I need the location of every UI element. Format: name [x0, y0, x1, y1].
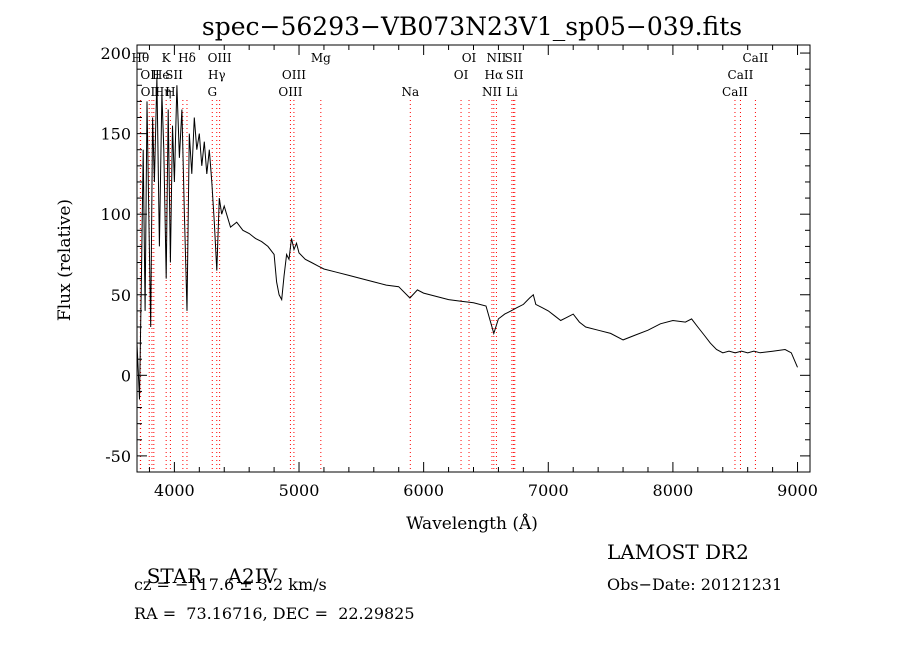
x-axis-label: Wavelength (Å)	[406, 513, 538, 534]
x-tick-label: 6000	[403, 481, 444, 500]
x-tick-label: 9000	[777, 481, 818, 500]
line-label: He	[152, 68, 170, 82]
x-tick-label: 5000	[279, 481, 320, 500]
redshift-label: cz = −117.6 ± 3.2 km/s	[134, 575, 327, 594]
line-label: OI	[454, 68, 469, 82]
x-tick-label: 4000	[154, 481, 195, 500]
line-label: G	[207, 85, 217, 99]
line-label: NII	[486, 51, 506, 65]
line-label: Hα	[485, 68, 504, 82]
line-label: K	[162, 51, 172, 65]
line-label: Hη	[154, 85, 172, 99]
y-tick-label: 100	[100, 205, 131, 224]
y-axis-label: Flux (relative)	[55, 199, 75, 321]
line-label: OIII	[282, 68, 306, 82]
line-label: Hγ	[208, 68, 226, 82]
y-tick-label: 150	[100, 125, 131, 144]
y-tick-label: -50	[105, 447, 131, 466]
line-label: CaII	[722, 85, 748, 99]
x-tick-label: 7000	[528, 481, 569, 500]
survey-label: LAMOST DR2	[607, 540, 749, 564]
line-label: Li	[506, 85, 518, 99]
line-label: Na	[401, 85, 419, 99]
line-label: CaII	[728, 68, 754, 82]
line-label: Hδ	[178, 51, 196, 65]
x-tick-label: 8000	[653, 481, 694, 500]
obs-date-label: Obs−Date: 20121231	[607, 575, 783, 594]
y-tick-label: 200	[100, 44, 131, 63]
line-label: OI	[462, 51, 477, 65]
line-label: OIII	[208, 51, 232, 65]
line-label: OII	[141, 85, 161, 99]
object-type: STAR A2IV	[134, 540, 277, 588]
spectrum-line	[136, 77, 798, 400]
line-label: CaII	[742, 51, 768, 65]
line-label: SII	[506, 68, 524, 82]
line-label: OIII	[278, 85, 302, 99]
chart-title: spec−56293−VB073N23V1_sp05−039.fits	[202, 12, 742, 41]
y-tick-label: 50	[111, 286, 131, 305]
type-label: STAR	[146, 564, 203, 588]
plot-frame	[136, 44, 811, 473]
line-label: SII	[505, 51, 523, 65]
line-label: NII	[482, 85, 502, 99]
line-label: SII	[165, 68, 183, 82]
y-tick-label: 0	[121, 366, 131, 385]
line-label: Mg	[311, 51, 331, 65]
coordinates-label: RA = 73.16716, DEC = 22.29825	[134, 604, 415, 623]
subclass-label: A2IV	[227, 564, 278, 588]
line-label: H	[165, 85, 175, 99]
axis-ticks: 4000 5000 6000 7000 8000 9000 -50 0 50 100 150 200	[100, 44, 817, 500]
line-markers	[139, 100, 756, 472]
line-label: Hθ	[132, 51, 150, 65]
line-label: OII	[140, 68, 160, 82]
